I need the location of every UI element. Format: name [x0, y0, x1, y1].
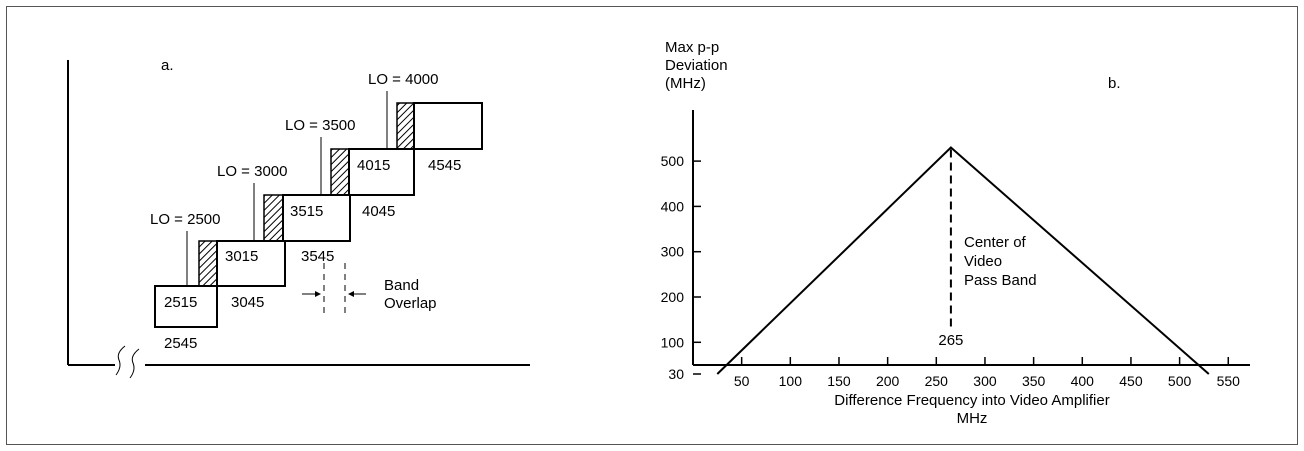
band-overlap-indicator: Band Overlap [302, 263, 437, 315]
x-tick-label-400: 400 [1071, 373, 1095, 389]
lo-label-1: LO = 2500 [150, 211, 220, 228]
band-label-3515: 3515 [290, 203, 323, 220]
panel-b-chart: b. Max p-p Deviation (MHz) 30 100 200 300 40… [661, 39, 1250, 427]
x-axis-label-line1: Difference Frequency into Video Amplifie… [834, 392, 1109, 409]
overlap-hatch-2 [263, 194, 284, 242]
band-label-4545: 4545 [428, 157, 461, 174]
band-label-3015: 3015 [225, 248, 258, 265]
band-label-2515: 2515 [164, 294, 197, 311]
y-axis-label-line3: (MHz) [665, 75, 706, 92]
overlap-hatches [198, 102, 415, 287]
lo-label-3: LO = 3500 [285, 117, 355, 134]
overlap-label-overlap: Overlap [384, 295, 437, 312]
x-tick-label-500: 500 [1168, 373, 1192, 389]
x-tick-label-350: 350 [1022, 373, 1046, 389]
band-5 [413, 102, 483, 150]
y-tick-label-30: 30 [668, 366, 684, 382]
center-value-label: 265 [938, 332, 963, 349]
y-tick-label-300: 300 [661, 244, 685, 260]
x-tick-label-250: 250 [925, 373, 949, 389]
deviation-series [716, 146, 1210, 375]
y-tick-label-500: 500 [661, 153, 685, 169]
band-label-3545: 3545 [301, 248, 334, 265]
overlap-hatch-1 [198, 240, 218, 287]
band-label-4045: 4045 [362, 203, 395, 220]
figure-frame [6, 6, 1298, 445]
arrow-left-icon [348, 291, 354, 297]
center-label-line1: Center of [964, 234, 1027, 251]
x-axis-label-line2: MHz [957, 410, 988, 427]
panel-b-label: b. [1108, 75, 1121, 92]
arrow-right-icon [315, 291, 321, 297]
x-tick-label-200: 200 [876, 373, 900, 389]
lo-markers [186, 91, 388, 286]
axis-break-icon [115, 345, 140, 379]
panel-a-label: a. [161, 57, 174, 74]
y-tick-label-400: 400 [661, 198, 685, 214]
band-label-2545: 2545 [164, 335, 197, 352]
x-tick-label-50: 50 [734, 373, 750, 389]
y-ticks: 30 100 200 300 400 500 [661, 153, 701, 382]
x-tick-label-100: 100 [779, 373, 803, 389]
y-tick-label-100: 100 [661, 334, 685, 350]
band-label-4015: 4015 [357, 157, 390, 174]
panel-a-diagram: a. LO [67, 57, 530, 379]
overlap-label-band: Band [384, 277, 419, 294]
center-label-line3: Pass Band [964, 272, 1037, 289]
y-axis-label-line1: Max p-p [665, 39, 719, 56]
y-tick-label-200: 200 [661, 289, 685, 305]
x-tick-label-150: 150 [827, 373, 851, 389]
x-ticks: 50 100 150 200 250 300 350 400 450 500 550 [734, 357, 1240, 389]
band-1 [154, 285, 218, 328]
x-tick-label-550: 550 [1217, 373, 1241, 389]
x-tick-label-450: 450 [1119, 373, 1143, 389]
y-axis-label-line2: Deviation [665, 57, 728, 74]
lo-label-2: LO = 3000 [217, 163, 287, 180]
overlap-hatch-3 [330, 148, 350, 196]
x-tick-label-300: 300 [973, 373, 997, 389]
overlap-hatch-4 [396, 102, 415, 150]
center-label-line2: Video [964, 253, 1002, 270]
band-label-3045: 3045 [231, 294, 264, 311]
lo-label-4: LO = 4000 [368, 71, 438, 88]
